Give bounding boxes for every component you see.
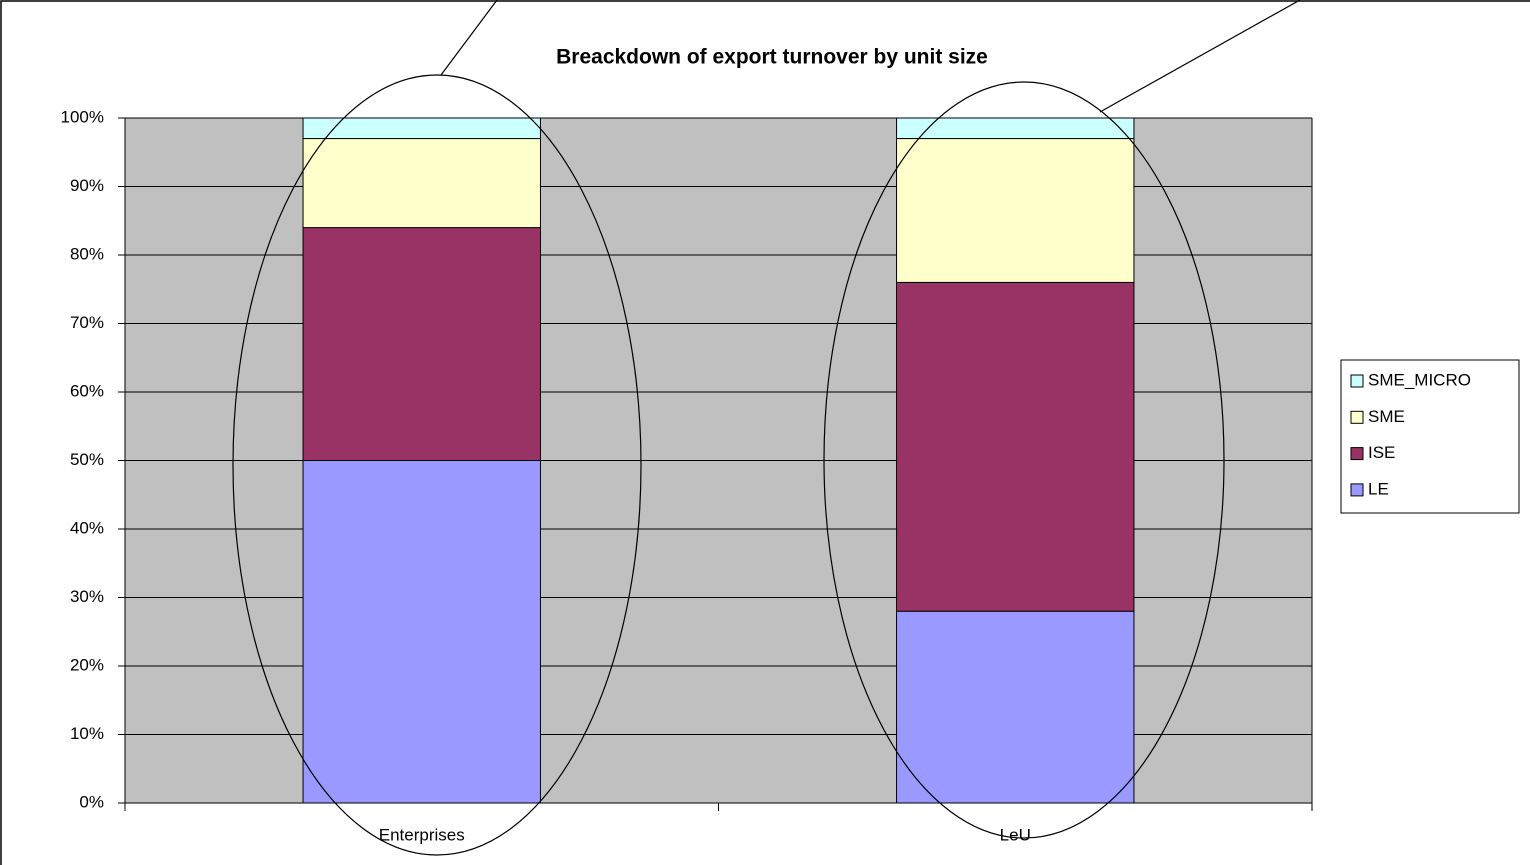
annotation xyxy=(1099,0,1301,113)
y-tick-label: 60% xyxy=(70,381,104,400)
bar-segment xyxy=(896,610,1135,804)
legend-box xyxy=(1340,359,1520,514)
bar-segment xyxy=(896,117,1135,140)
annotation xyxy=(440,0,498,76)
bar-segment xyxy=(302,227,541,461)
y-tick-label: 80% xyxy=(70,244,104,263)
y-tick-label: 50% xyxy=(70,450,104,469)
bar-segment xyxy=(302,138,541,229)
y-tick-label: 0% xyxy=(79,792,104,811)
y-tick-label: 20% xyxy=(70,655,104,674)
annotation xyxy=(232,74,642,856)
bar-segment xyxy=(302,460,541,804)
x-tick-label: Enterprises xyxy=(379,825,465,844)
legend-swatch xyxy=(1350,447,1364,461)
legend-label: SME_MICRO xyxy=(1368,370,1471,389)
bar-segment xyxy=(896,281,1135,612)
y-tick-label: 100% xyxy=(61,107,104,126)
y-tick-label: 10% xyxy=(70,724,104,743)
legend-swatch xyxy=(1350,410,1364,424)
y-tick-label: 40% xyxy=(70,518,104,537)
legend-label: LE xyxy=(1368,479,1389,498)
legend-label: ISE xyxy=(1368,443,1395,462)
bar-segment xyxy=(896,138,1135,283)
chart-title: Breackdown of export turnover by unit si… xyxy=(556,46,988,69)
y-tick-label: 30% xyxy=(70,587,104,606)
bar-segment xyxy=(302,117,541,140)
y-tick-label: 90% xyxy=(70,176,104,195)
legend-label: SME xyxy=(1368,407,1405,426)
x-tick-label: LeU xyxy=(1000,825,1031,844)
legend-swatch xyxy=(1350,483,1364,497)
annotation xyxy=(823,81,1225,839)
y-tick-label: 70% xyxy=(70,313,104,332)
legend-swatch xyxy=(1350,374,1364,388)
